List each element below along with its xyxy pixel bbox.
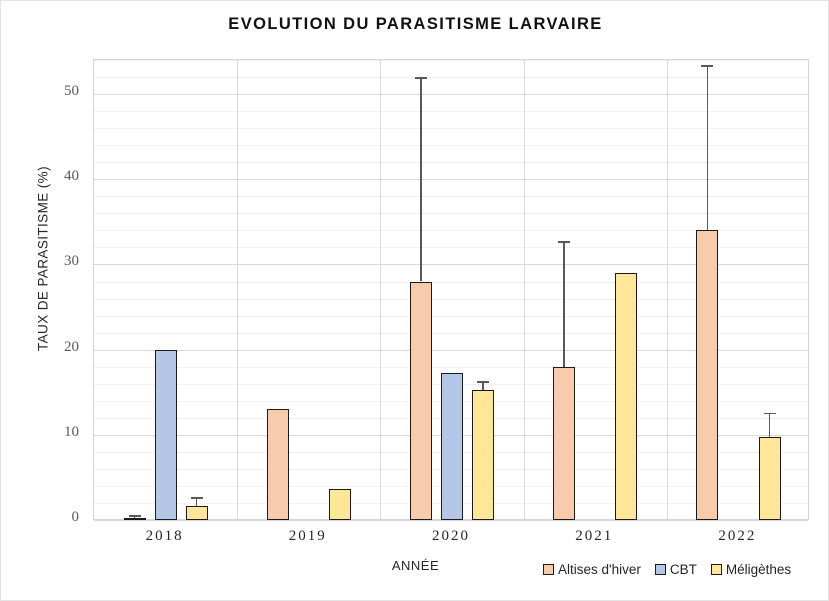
bar-m-lig-thes-2022[interactable] bbox=[758, 437, 781, 520]
bar-m-lig-thes-2020[interactable] bbox=[472, 389, 495, 520]
gridline-minor bbox=[94, 366, 808, 368]
y-axis-tick-label: 50 bbox=[64, 83, 79, 100]
gridline-minor bbox=[94, 315, 808, 317]
gridline-major bbox=[94, 264, 808, 266]
gridline-major bbox=[94, 179, 808, 181]
gridline-major bbox=[94, 520, 808, 521]
bar-altises-d-hiver-2019[interactable] bbox=[266, 409, 289, 520]
gridline-minor bbox=[94, 128, 808, 130]
x-axis-title: ANNÉE bbox=[391, 558, 440, 573]
y-axis-tick-label: 10 bbox=[64, 423, 79, 440]
error-bar-cap bbox=[763, 412, 776, 415]
x-axis-tick-label: 2021 bbox=[575, 528, 614, 544]
plot-area bbox=[93, 59, 809, 521]
bar-m-lig-thes-2018[interactable] bbox=[185, 506, 208, 520]
error-bar-cap bbox=[190, 497, 203, 499]
y-axis-tick-label: 0 bbox=[71, 509, 80, 525]
error-bar-line bbox=[768, 412, 771, 438]
bar-m-lig-thes-2021[interactable] bbox=[615, 273, 638, 520]
gridline-minor bbox=[94, 162, 808, 164]
bar-altises-d-hiver-2018[interactable] bbox=[123, 518, 146, 521]
gridline-minor bbox=[94, 247, 808, 249]
gridline-major bbox=[94, 349, 808, 351]
error-bar-cap bbox=[477, 381, 490, 383]
chart-legend: Altises d'hiver CBT Méligèthes bbox=[543, 562, 791, 577]
error-bar-line bbox=[706, 65, 709, 231]
legend-entry-m-lig-thes[interactable]: Méligèthes bbox=[710, 562, 792, 577]
gridline-minor bbox=[94, 145, 808, 147]
y-axis-tick-label: 30 bbox=[64, 253, 79, 270]
gridline-minor bbox=[94, 332, 808, 334]
error-bar-cap bbox=[558, 241, 571, 244]
legend-label: Méligèthes bbox=[725, 562, 792, 577]
legend-label: Altises d'hiver bbox=[558, 562, 641, 577]
bar-cbt-2020[interactable] bbox=[441, 372, 463, 520]
x-axis-tick-label: 2019 bbox=[288, 528, 327, 544]
bar-m-lig-thes-2019[interactable] bbox=[328, 489, 351, 520]
category-divider bbox=[237, 60, 239, 519]
y-axis-tick-label: 40 bbox=[64, 168, 79, 185]
bar-altises-d-hiver-2021[interactable] bbox=[553, 366, 576, 520]
category-divider bbox=[523, 60, 525, 519]
legend-entry-altises-d-hiver[interactable]: Altises d'hiver bbox=[543, 562, 641, 577]
error-bar-cap bbox=[128, 514, 141, 517]
gridline-minor bbox=[94, 60, 808, 61]
bar-altises-d-hiver-2022[interactable] bbox=[696, 230, 719, 520]
gridline-minor bbox=[94, 111, 808, 113]
legend-swatch-icon bbox=[654, 564, 666, 575]
x-axis-tick-label: 2020 bbox=[431, 528, 470, 544]
legend-entry-cbt[interactable]: CBT bbox=[654, 562, 697, 577]
gridline-minor bbox=[94, 281, 808, 283]
legend-label: CBT bbox=[669, 562, 697, 577]
category-divider bbox=[380, 60, 382, 519]
gridline-minor bbox=[94, 213, 808, 215]
error-bar-line bbox=[563, 241, 565, 367]
error-bar-cap bbox=[701, 65, 714, 67]
error-bar-line bbox=[482, 381, 484, 390]
x-axis-tick-label: 2022 bbox=[718, 528, 757, 544]
error-bar-line bbox=[420, 77, 422, 282]
y-axis-tick-label: 20 bbox=[64, 338, 79, 355]
error-bar-cap bbox=[414, 77, 427, 79]
x-axis-tick-label: 2018 bbox=[145, 528, 184, 544]
gridline-minor bbox=[94, 196, 808, 198]
category-divider bbox=[666, 60, 668, 519]
chart-title: EVOLUTION DU PARASITISME LARVAIRE bbox=[228, 15, 603, 33]
legend-swatch-icon bbox=[543, 564, 554, 575]
error-bar-line bbox=[195, 497, 198, 507]
gridline-minor bbox=[94, 230, 808, 232]
legend-swatch-icon bbox=[710, 564, 722, 575]
gridline-minor bbox=[94, 298, 808, 300]
bar-cbt-2018[interactable] bbox=[154, 349, 177, 520]
gridline-major bbox=[94, 94, 808, 96]
gridline-minor bbox=[94, 77, 808, 78]
bar-altises-d-hiver-2020[interactable] bbox=[409, 281, 432, 520]
